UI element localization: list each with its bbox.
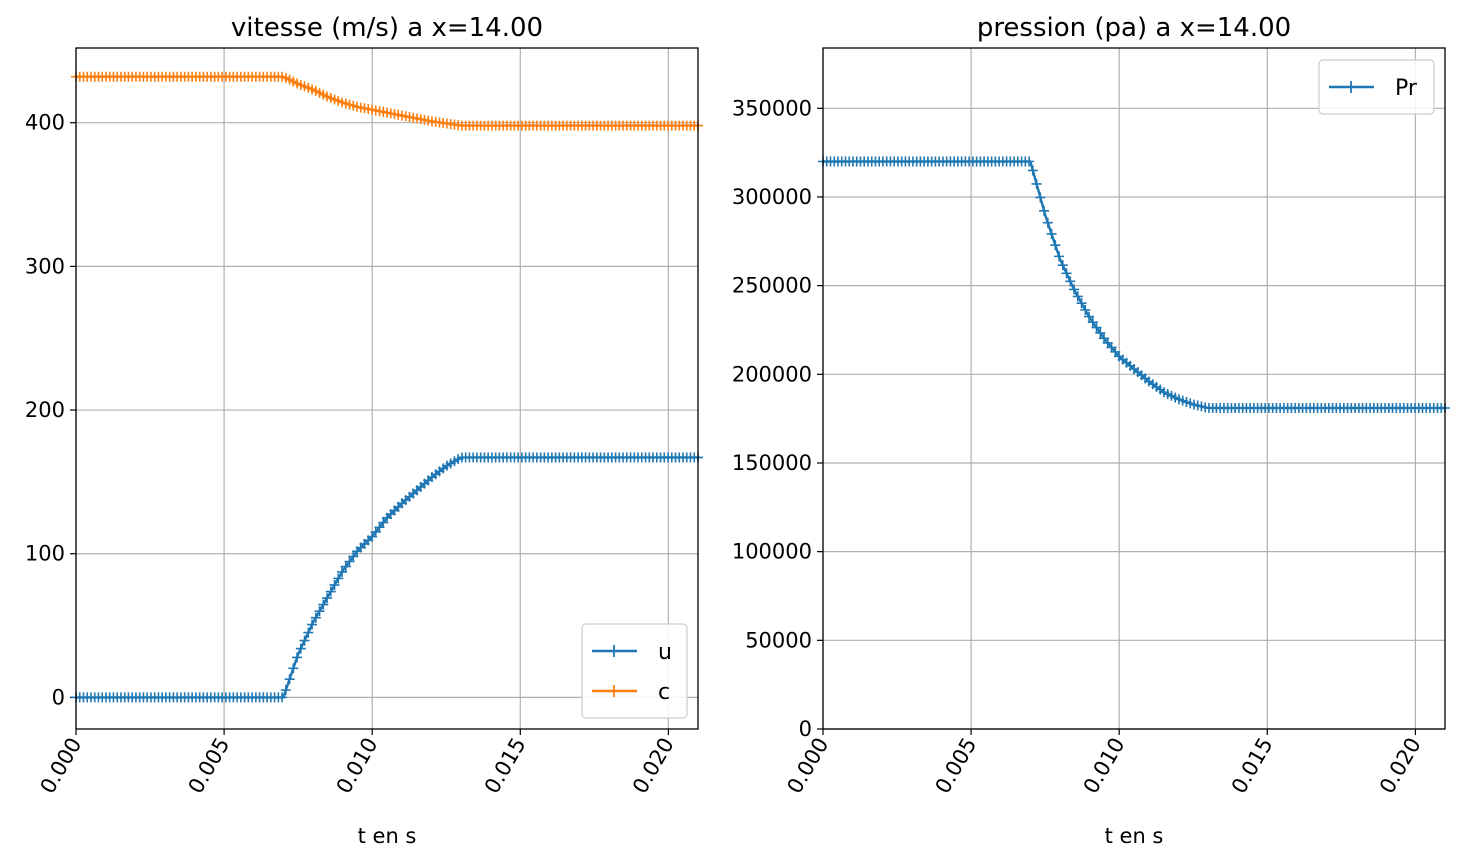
x-tick-label: 0.005 xyxy=(931,734,982,798)
plot-frame xyxy=(75,47,699,730)
data-point xyxy=(318,599,329,610)
y-tick-label: 0 xyxy=(799,717,812,741)
data-point xyxy=(344,556,355,567)
legend-label: c xyxy=(658,680,670,705)
data-point xyxy=(1069,284,1080,295)
y-tick-label: 100 xyxy=(25,542,65,566)
data-point xyxy=(1054,251,1065,262)
legend-box xyxy=(581,623,688,719)
data-point xyxy=(333,573,344,584)
y-tick-label: 400 xyxy=(25,111,65,135)
velocity-chart: vitesse (m/s) a x=14.00 t en s 0.000 0.00… xyxy=(25,13,703,848)
data-point xyxy=(1046,228,1057,239)
series-markers-Pr xyxy=(818,156,1450,414)
x-tick-label: 0.020 xyxy=(628,734,679,798)
legend: Pr xyxy=(1318,59,1435,115)
x-tick-label: 0.010 xyxy=(1079,734,1130,798)
chart-title-pressure: pression (pa) a x=14.00 xyxy=(977,13,1291,43)
y-tick-label: 250000 xyxy=(732,274,812,298)
x-tick-label: 0.000 xyxy=(35,734,86,798)
data-point xyxy=(322,593,333,604)
data-point xyxy=(1024,156,1035,167)
data-point xyxy=(307,619,318,630)
y-tick-label: 50000 xyxy=(745,628,812,652)
chart-title-velocity: vitesse (m/s) a x=14.00 xyxy=(231,13,543,43)
x-tick-label: 0.015 xyxy=(480,734,531,798)
axes: 0.000 0.005 0.010 0.015 0.020 0 100 200 300 400 xyxy=(25,111,679,798)
data-point xyxy=(1031,178,1042,189)
y-tick-label: 100000 xyxy=(732,540,812,564)
x-axis-label-pressure: t en s xyxy=(1105,824,1164,848)
x-tick-label: 0.005 xyxy=(184,734,235,798)
data-point xyxy=(1087,317,1098,328)
data-point xyxy=(277,692,288,703)
data-point xyxy=(325,586,336,597)
y-tick-label: 300 xyxy=(25,254,65,278)
legend-marker xyxy=(608,645,620,657)
data-point xyxy=(1080,304,1091,315)
data-point xyxy=(310,612,321,623)
data-point xyxy=(329,579,340,590)
grid xyxy=(822,48,1445,730)
series-Pr xyxy=(818,156,1450,414)
data-point xyxy=(1050,240,1061,251)
y-tick-label: 200000 xyxy=(732,362,812,386)
series-markers-c xyxy=(71,71,703,131)
x-tick-label: 0.010 xyxy=(332,734,383,798)
data-point xyxy=(1039,205,1050,216)
data-point xyxy=(1076,298,1087,309)
y-tick-label: 350000 xyxy=(732,96,812,120)
pressure-chart: pression (pa) a x=14.00 t en s 0.000 0.00… xyxy=(732,13,1450,848)
legend-marker xyxy=(608,685,620,697)
x-tick-label: 0.015 xyxy=(1227,734,1278,798)
data-point xyxy=(299,635,310,646)
data-point xyxy=(1065,276,1076,287)
y-tick-label: 200 xyxy=(25,398,65,422)
data-point xyxy=(1084,311,1095,322)
data-point xyxy=(314,606,325,617)
data-point xyxy=(1091,322,1102,333)
y-tick-label: 0 xyxy=(52,685,65,709)
data-point xyxy=(1027,165,1038,176)
data-point xyxy=(284,674,295,685)
data-point xyxy=(348,551,359,562)
legend-marker xyxy=(1345,81,1357,93)
data-point xyxy=(280,685,291,696)
data-point xyxy=(1042,217,1053,228)
data-point xyxy=(288,663,299,674)
legend-label: u xyxy=(658,640,672,665)
y-tick-label: 150000 xyxy=(732,451,812,475)
x-tick-label: 0.020 xyxy=(1375,734,1426,798)
data-point xyxy=(1061,268,1072,279)
data-point xyxy=(295,643,306,654)
legend-box xyxy=(1318,59,1435,115)
x-tick-label: 0.000 xyxy=(782,734,833,798)
legend-label: Pr xyxy=(1395,76,1418,101)
y-tick-label: 300000 xyxy=(732,185,812,209)
data-point xyxy=(337,566,348,577)
data-point xyxy=(1035,192,1046,203)
plot-frame xyxy=(822,47,1446,730)
x-axis-label-velocity: t en s xyxy=(358,824,417,848)
data-point xyxy=(292,652,303,663)
legend: uc xyxy=(581,623,688,719)
data-point xyxy=(1095,327,1106,338)
data-point xyxy=(340,561,351,572)
series-c xyxy=(71,71,703,131)
series-line-c xyxy=(76,75,698,127)
data-point xyxy=(1057,260,1068,271)
data-point xyxy=(1072,291,1083,302)
data-point xyxy=(303,627,314,638)
axes: 0.000 0.005 0.010 0.015 0.020 0 50000 100000 150… xyxy=(732,96,1426,797)
